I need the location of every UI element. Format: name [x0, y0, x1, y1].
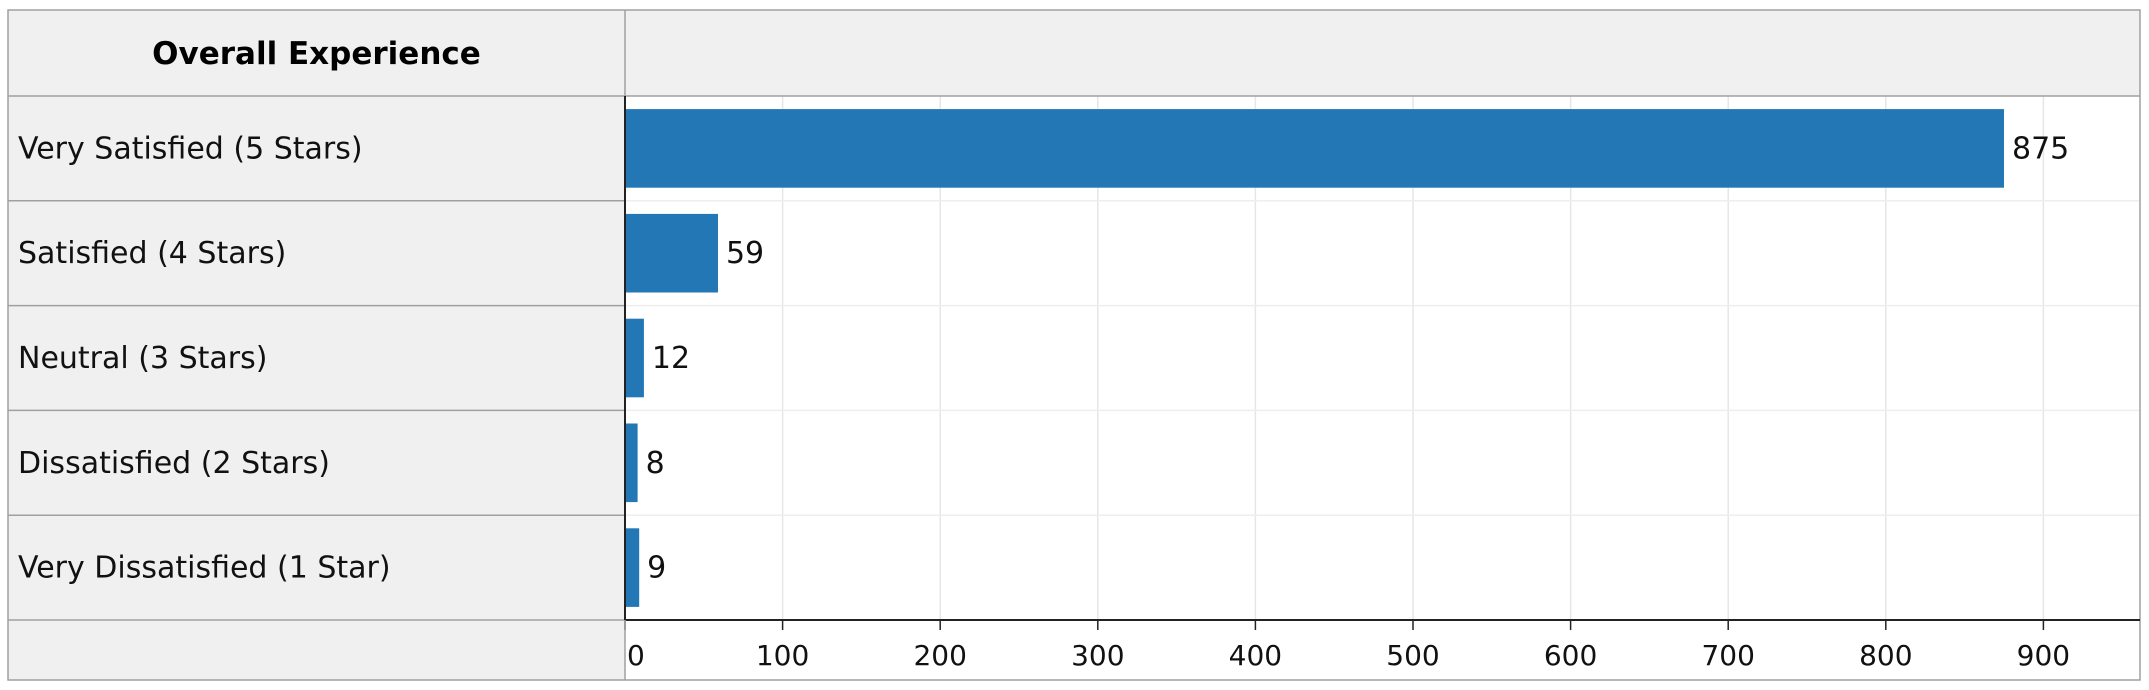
x-tick-label: 200	[913, 639, 966, 672]
value-label: 12	[652, 341, 690, 376]
header-row-background	[625, 10, 2140, 96]
x-tick-label: 500	[1386, 639, 1439, 672]
bar	[625, 528, 640, 607]
value-label: 8	[646, 446, 665, 481]
x-tick-label: 800	[1859, 639, 1912, 672]
label-column-background	[8, 10, 625, 680]
category-label: Dissatisfied (2 Stars)	[18, 446, 330, 481]
x-tick-label: 400	[1229, 639, 1282, 672]
bar-layer	[625, 109, 2004, 607]
grid-layer	[625, 96, 2140, 620]
table-header-label: Overall Experience	[152, 36, 481, 72]
bar	[625, 423, 638, 503]
x-tick-label: 300	[1071, 639, 1124, 672]
category-label: Very Satisfied (5 Stars)	[18, 131, 363, 166]
value-label: 9	[647, 551, 666, 586]
x-tick-label: 0	[627, 639, 645, 672]
bar	[625, 109, 2004, 188]
outer-border	[7, 9, 2141, 681]
category-label: Satisfied (4 Stars)	[18, 236, 286, 271]
axis-row-background	[625, 620, 2140, 680]
x-tick-label: 100	[756, 639, 809, 672]
value-label: 59	[726, 236, 764, 271]
text-layer: Overall Experience Very Satisfied (5 Sta…	[18, 36, 2070, 672]
x-tick-label: 600	[1544, 639, 1597, 672]
value-label: 875	[2012, 131, 2069, 166]
frame-layer	[7, 9, 2141, 681]
bar	[625, 213, 718, 293]
category-label: Neutral (3 Stars)	[18, 341, 267, 376]
bar	[625, 318, 644, 398]
category-label: Very Dissatisfied (1 Star)	[18, 551, 391, 586]
x-tick-label: 900	[2017, 639, 2070, 672]
x-tick-label: 700	[1701, 639, 1754, 672]
